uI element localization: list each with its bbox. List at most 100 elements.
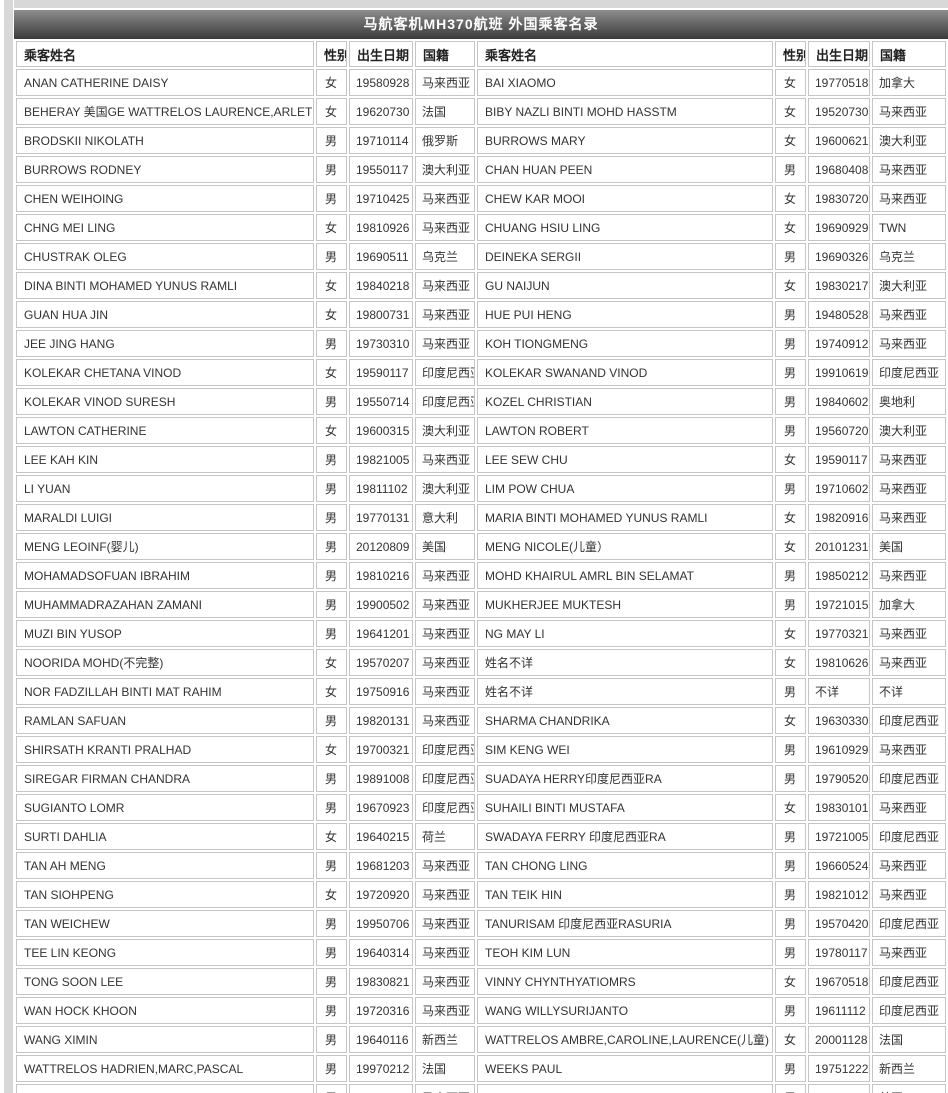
nationality-cell: 马来西亚 bbox=[415, 69, 475, 96]
gender-cell: 男 bbox=[775, 881, 806, 908]
birthdate-cell: 不详 bbox=[808, 678, 870, 705]
table-row: ANAN CATHERINE DAISY 女 19580928 马来西亚 BAI XIA… bbox=[16, 69, 946, 96]
gender-cell: 男 bbox=[775, 910, 806, 937]
gender-cell: 男 bbox=[775, 1084, 806, 1093]
passenger-name-cell: GUAN HUA JIN bbox=[16, 301, 314, 328]
nationality-cell: 法国 bbox=[872, 1026, 946, 1053]
birthdate-cell: 19560720 bbox=[808, 417, 870, 444]
nationality-cell: 马来西亚 bbox=[872, 156, 946, 183]
gender-cell: 男 bbox=[316, 765, 347, 792]
nationality-cell: 马来西亚 bbox=[415, 446, 475, 473]
table-row: WAN HOCK KHOON 男 19720316 马来西亚 WANG WILLYSUR… bbox=[16, 997, 946, 1024]
birthdate-cell: 19821005 bbox=[349, 446, 413, 473]
nationality-cell: 马来西亚 bbox=[415, 968, 475, 995]
gender-cell: 男 bbox=[775, 997, 806, 1024]
birthdate-cell: 19570420 bbox=[808, 910, 870, 937]
table-row: LAWTON CATHERINE 女 19600315 澳大利亚 LAWTON ROBE… bbox=[16, 417, 946, 444]
nationality-cell: 马来西亚 bbox=[415, 301, 475, 328]
gender-cell: 女 bbox=[775, 69, 806, 96]
nationality-cell: 马来西亚 bbox=[872, 620, 946, 647]
birthdate-cell: 19550117 bbox=[349, 156, 413, 183]
gender-cell: 女 bbox=[316, 272, 347, 299]
passenger-name-cell: KOLEKAR CHETANA VINOD bbox=[16, 359, 314, 386]
birthdate-cell: 19680408 bbox=[808, 156, 870, 183]
passenger-name-cell: TAN SIOHPENG bbox=[16, 881, 314, 908]
nationality-cell: 马来西亚 bbox=[872, 881, 946, 908]
passenger-name-cell: CHEW KAR MOOI bbox=[477, 185, 773, 212]
gender-cell: 女 bbox=[316, 881, 347, 908]
birthdate-cell: 19821012 bbox=[808, 881, 870, 908]
passenger-name-cell: CHNG MEI LING bbox=[16, 214, 314, 241]
passenger-name-cell: SHIRSATH KRANTI PRALHAD bbox=[16, 736, 314, 763]
nationality-cell: 法国 bbox=[415, 98, 475, 125]
birthdate-cell: 19660524 bbox=[808, 852, 870, 879]
gender-cell: 男 bbox=[775, 359, 806, 386]
passenger-name-cell: ANAN CATHERINE DAISY bbox=[16, 69, 314, 96]
nationality-cell: 新西兰 bbox=[872, 1055, 946, 1082]
birthdate-cell: 19710425 bbox=[349, 185, 413, 212]
passenger-name-cell: BEHERAY 美国GE WATTRELOS LAURENCE,ARLET bbox=[16, 98, 314, 125]
passenger-name-cell: MARIA BINTI MOHAMED YUNUS RAMLI bbox=[477, 504, 773, 531]
nationality-cell: 荷兰 bbox=[415, 823, 475, 850]
passenger-name-cell: MOHD KHAIRUL AMRL BIN SELAMAT bbox=[477, 562, 773, 589]
gender-cell: 男 bbox=[316, 910, 347, 937]
gender-cell: 女 bbox=[316, 823, 347, 850]
nationality-cell: 澳大利亚 bbox=[872, 127, 946, 154]
gender-cell: 女 bbox=[775, 1026, 806, 1053]
gender-cell: 男 bbox=[316, 1055, 347, 1082]
passenger-name-cell: KOZEL CHRISTIAN bbox=[477, 388, 773, 415]
birthdate-cell: 20001128 bbox=[808, 1026, 870, 1053]
gender-cell: 女 bbox=[775, 794, 806, 821]
passenger-name-cell: WEEKS PAUL bbox=[477, 1055, 773, 1082]
table-row: BRODSKII NIKOLATH 男 19710114 俄罗斯 BURROWS MAR… bbox=[16, 127, 946, 154]
birthdate-cell: 19590117 bbox=[349, 359, 413, 386]
birthdate-cell: 19640314 bbox=[349, 939, 413, 966]
column-header-birthdate: 出生日期 bbox=[808, 41, 870, 67]
nationality-cell: 美国 bbox=[872, 533, 946, 560]
birthdate-cell: 19970212 bbox=[349, 1055, 413, 1082]
nationality-cell: 马来西亚 bbox=[872, 504, 946, 531]
passenger-name-cell: WONG SAI SANG bbox=[16, 1084, 314, 1093]
passenger-name-cell: KOLEKAR SWANAND VINOD bbox=[477, 359, 773, 386]
nationality-cell: 马来西亚 bbox=[415, 330, 475, 357]
nationality-cell: 印度尼西亚 bbox=[872, 968, 946, 995]
table-row: SHIRSATH KRANTI PRALHAD女19700321印度尼西亚SIM… bbox=[16, 736, 946, 763]
table-row: TAN AH MENG 男 19681203 马来西亚 TAN CHONG LING 男 1… bbox=[16, 852, 946, 879]
table-row: TAN SIOHPENG 女 19720920 马来西亚 TAN TEIK HIN 男 19… bbox=[16, 881, 946, 908]
birthdate-cell: 19721015 bbox=[808, 591, 870, 618]
gender-cell: 女 bbox=[316, 417, 347, 444]
passenger-name-cell: WOOD PHILIP TALMADGE bbox=[477, 1084, 773, 1093]
gender-cell: 女 bbox=[316, 214, 347, 241]
passenger-name-cell: JEE JING HANG bbox=[16, 330, 314, 357]
passenger-name-cell: BIBY NAZLI BINTI MOHD HASSTM bbox=[477, 98, 773, 125]
table-row: MENG LEOINF(婴儿) 男 20120809 美国 MENG NICOLE(儿童… bbox=[16, 533, 946, 560]
passenger-name-cell: TAN AH MENG bbox=[16, 852, 314, 879]
nationality-cell: 马来西亚 bbox=[415, 1084, 475, 1093]
nationality-cell: 马来西亚 bbox=[872, 98, 946, 125]
table-row: WANG XIMIN 男 19640116 新西兰 WATTRELOS AMBRE,CA… bbox=[16, 1026, 946, 1053]
passenger-table: 乘客姓名 性别 出生日期 国籍 乘客姓名 性别 出生日期 国籍 ANAN CAT… bbox=[14, 39, 948, 1093]
nationality-cell: 印度尼西亚 bbox=[415, 736, 475, 763]
column-header-nationality: 国籍 bbox=[872, 41, 946, 67]
gender-cell: 女 bbox=[775, 968, 806, 995]
passenger-name-cell: LAWTON ROBERT bbox=[477, 417, 773, 444]
gender-cell: 男 bbox=[775, 417, 806, 444]
passenger-name-cell: TANURISAM 印度尼西亚RASURIA bbox=[477, 910, 773, 937]
nationality-cell: 印度尼西亚 bbox=[872, 707, 946, 734]
table-row: MARALDI LUIGI 男 19770131 意大利 MARIA BINTI MOH… bbox=[16, 504, 946, 531]
passenger-name-cell: DINA BINTI MOHAMED YUNUS RAMLI bbox=[16, 272, 314, 299]
birthdate-cell: 19750916 bbox=[349, 678, 413, 705]
birthdate-cell: 19790520 bbox=[808, 765, 870, 792]
birthdate-cell: 19580928 bbox=[349, 69, 413, 96]
gender-cell: 男 bbox=[316, 185, 347, 212]
birthdate-cell: 19611112 bbox=[808, 997, 870, 1024]
birthdate-cell: 19700321 bbox=[349, 736, 413, 763]
gender-cell: 女 bbox=[316, 69, 347, 96]
nationality-cell: 加拿大 bbox=[872, 69, 946, 96]
birthdate-cell: 19600315 bbox=[349, 417, 413, 444]
gender-cell: 男 bbox=[775, 243, 806, 270]
gender-cell: 女 bbox=[775, 98, 806, 125]
gender-cell: 男 bbox=[775, 765, 806, 792]
birthdate-cell: 19690326 bbox=[808, 243, 870, 270]
gender-cell: 女 bbox=[775, 214, 806, 241]
